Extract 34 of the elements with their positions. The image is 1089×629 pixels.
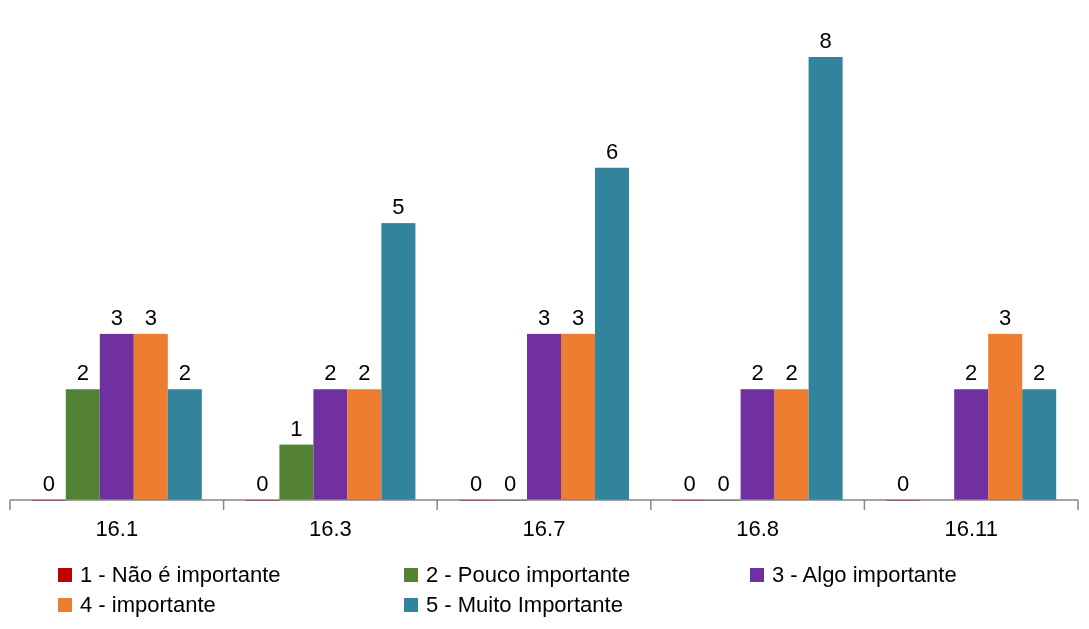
- data-label: 2: [324, 360, 337, 386]
- data-label: 1: [290, 415, 303, 441]
- data-label: 3: [999, 304, 1012, 330]
- legend-label: 3 - Algo importante: [772, 562, 957, 587]
- x-tick-label: 16.8: [736, 516, 780, 541]
- legend-label: 1 - Não é importante: [80, 562, 281, 587]
- data-label: 5: [392, 194, 405, 220]
- data-label: 0: [717, 471, 730, 496]
- x-tick-label: 16.3: [308, 516, 352, 541]
- legend-label: 2 - Pouco importante: [426, 562, 631, 587]
- data-label: 3: [110, 304, 123, 330]
- legend-label: 4 - importante: [80, 592, 216, 617]
- data-label: 2: [358, 360, 371, 386]
- data-label: 0: [503, 471, 517, 496]
- data-label: 0: [469, 471, 483, 496]
- data-label: 2: [751, 360, 764, 386]
- legend-label: 5 - Muito Importante: [426, 592, 623, 617]
- data-label: 0: [683, 471, 696, 496]
- data-label: 0: [897, 471, 910, 496]
- data-label: 0: [256, 471, 269, 496]
- data-label: 2: [965, 360, 978, 386]
- data-label: 3: [144, 304, 157, 330]
- data-label: 2: [1033, 360, 1046, 386]
- data-label: 8: [819, 28, 832, 53]
- data-label: 2: [76, 360, 89, 386]
- data-label: 2: [178, 360, 191, 386]
- x-tick-label: 16.7: [522, 516, 566, 541]
- data-label: 3: [537, 304, 551, 330]
- x-tick-label: 16.1: [95, 516, 139, 541]
- data-label: 3: [571, 304, 585, 330]
- data-label: 0: [42, 471, 55, 496]
- data-label: 2: [785, 360, 798, 386]
- x-tick-label: 16.11: [944, 516, 998, 541]
- data-label: 6: [605, 138, 619, 164]
